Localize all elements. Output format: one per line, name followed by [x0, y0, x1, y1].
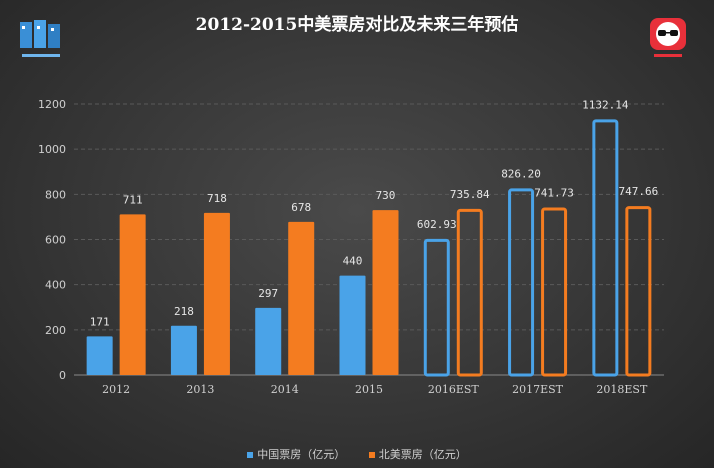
legend-swatch-china [247, 452, 254, 458]
data-label: 711 [123, 193, 143, 206]
bar-china [86, 336, 113, 375]
bar-china [508, 188, 535, 377]
company-logo-icon [20, 20, 60, 57]
bar-na [119, 214, 146, 375]
bar-na [203, 212, 230, 375]
data-label: 1132.14 [582, 98, 629, 111]
data-label: 747.66 [618, 185, 658, 198]
bar-china [423, 238, 450, 377]
data-label: 735.84 [450, 188, 490, 201]
bar-china [170, 325, 197, 375]
legend-swatch-na [368, 452, 375, 458]
x-tick-label: 2013 [186, 383, 214, 396]
bar-china [255, 307, 282, 375]
data-label: 171 [90, 315, 110, 328]
data-label: 741.73 [534, 186, 574, 199]
data-label: 602.93 [417, 218, 457, 231]
legend-item-china: 中国票房（亿元） [247, 446, 345, 462]
data-label: 826.20 [501, 167, 541, 180]
bar-na [288, 221, 315, 375]
legend-label-na: 北美票房（亿元） [378, 448, 467, 461]
movie-app-logo-icon [650, 18, 686, 57]
y-tick-label: 600 [45, 234, 66, 247]
x-tick-label: 2015 [355, 383, 383, 396]
legend-label-china: 中国票房（亿元） [257, 448, 346, 461]
y-tick-label: 200 [45, 324, 66, 337]
data-label: 297 [258, 287, 278, 300]
bar-na [625, 206, 652, 377]
y-tick-label: 800 [45, 188, 66, 201]
bar-china [592, 119, 619, 377]
bar-na [541, 207, 568, 377]
data-label: 730 [376, 189, 396, 202]
y-tick-label: 0 [59, 369, 66, 382]
data-label: 440 [343, 255, 363, 268]
y-tick-label: 1000 [38, 143, 66, 156]
bar-na [456, 208, 483, 377]
chart-title: 2012-2015中美票房对比及未来三年预估 [195, 15, 519, 35]
x-tick-label: 2017EST [512, 383, 564, 396]
x-tick-label: 2018EST [596, 383, 648, 396]
chart-legend: 中国票房（亿元） 北美票房（亿元） [0, 446, 714, 462]
data-label: 718 [207, 192, 227, 205]
legend-item-na: 北美票房（亿元） [368, 446, 467, 462]
x-tick-label: 2012 [102, 383, 130, 396]
data-label: 218 [174, 305, 194, 318]
x-tick-label: 2016EST [428, 383, 480, 396]
y-tick-label: 400 [45, 279, 66, 292]
y-tick-label: 1200 [38, 98, 66, 111]
bar-china [339, 275, 366, 375]
x-tick-label: 2014 [271, 383, 299, 396]
data-label: 678 [291, 201, 311, 214]
bar-na [372, 210, 399, 375]
